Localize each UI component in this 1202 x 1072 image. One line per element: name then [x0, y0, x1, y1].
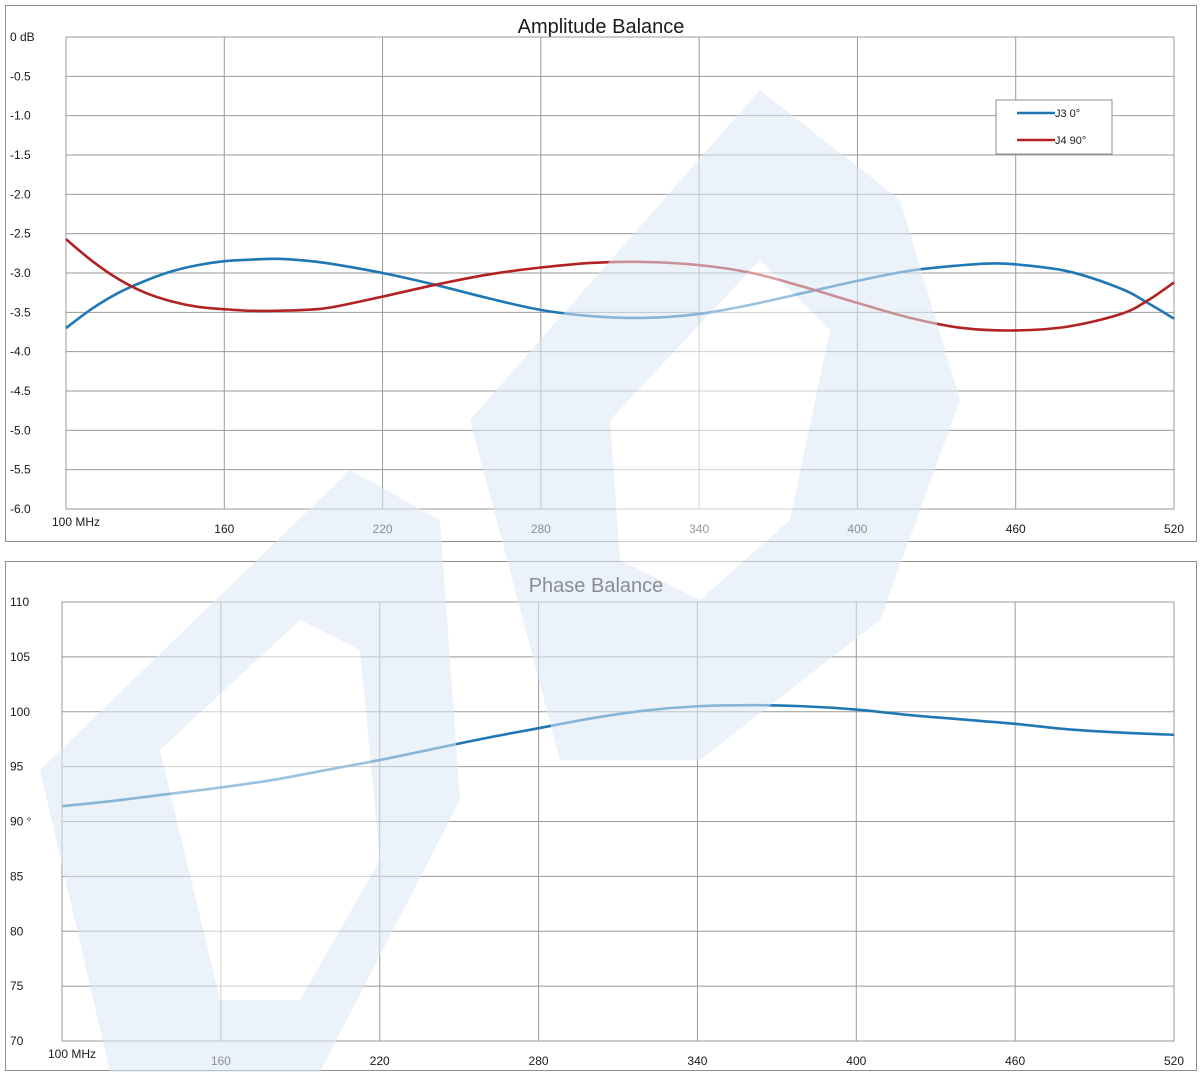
x-tick-label: 400 — [847, 522, 867, 536]
x-tick-label: 100 MHz — [52, 515, 100, 529]
x-tick-label: 400 — [846, 1054, 866, 1068]
legend-label-j4: J4 90° — [1055, 135, 1086, 147]
y-tick-label: -5.0 — [10, 423, 31, 437]
x-tick-label: 520 — [1164, 522, 1184, 536]
y-tick-label: 0 dB — [10, 30, 35, 44]
y-tick-label: 70 — [10, 1034, 24, 1048]
amplitude-balance-panel: Amplitude Balance 0 dB -0.5 -1.0 -1.5 -2.0 -2… — [5, 5, 1197, 542]
x-tick-label: 460 — [1005, 1054, 1025, 1068]
y-tick-label: -4.5 — [10, 384, 31, 398]
x-tick-label: 520 — [1164, 1054, 1184, 1068]
axis-ticks: 110 105 100 95 90 ° 85 80 75 70 100 MHz 160 220 280 3… — [10, 595, 1184, 1068]
amplitude-balance-chart: Amplitude Balance 0 dB -0.5 -1.0 -1.5 -2.0 -2… — [10, 16, 1184, 536]
y-tick-label: -1.5 — [10, 148, 31, 162]
series-line-0 — [65, 257, 1175, 330]
phase-balance-panel: Phase Balance 110 105 100 95 90 ° 85 80 75 70 100… — [5, 561, 1197, 1071]
series-lines — [65, 238, 1175, 332]
phase-balance-chart: Phase Balance 110 105 100 95 90 ° 85 80 75 70 100… — [10, 575, 1184, 1068]
y-tick-label: -6.0 — [10, 502, 31, 516]
y-tick-label: 75 — [10, 979, 24, 993]
x-tick-label: 220 — [370, 1054, 390, 1068]
y-tick-label: -3.5 — [10, 305, 31, 319]
x-tick-label: 280 — [531, 522, 551, 536]
legend: J3 0° J4 90° — [995, 99, 1113, 155]
y-tick-label: 85 — [10, 869, 24, 883]
y-tick-label: 105 — [10, 650, 30, 664]
grid — [61, 601, 1175, 1042]
x-tick-label: 460 — [1006, 522, 1026, 536]
legend-label-j3: J3 0° — [1055, 108, 1080, 120]
series-lines — [61, 703, 1175, 808]
y-tick-label: 95 — [10, 760, 24, 774]
x-tick-label: 160 — [211, 1054, 231, 1068]
y-tick-label: -2.5 — [10, 227, 31, 241]
x-tick-label: 340 — [687, 1054, 707, 1068]
y-tick-label: 100 — [10, 705, 30, 719]
y-tick-label: -1.0 — [10, 109, 31, 123]
x-tick-label: 160 — [214, 522, 234, 536]
x-tick-label: 340 — [689, 522, 709, 536]
y-tick-label: 80 — [10, 924, 24, 938]
y-tick-label: -5.5 — [10, 463, 31, 477]
y-tick-label: 110 — [10, 595, 29, 609]
chart-title: Amplitude Balance — [518, 16, 685, 38]
y-tick-label: -2.0 — [10, 187, 31, 201]
chart-title: Phase Balance — [529, 575, 664, 597]
y-tick-label: -0.5 — [10, 69, 31, 83]
y-tick-label: 90 ° — [10, 815, 32, 829]
x-tick-label: 280 — [529, 1054, 549, 1068]
x-tick-label: 220 — [373, 522, 393, 536]
y-tick-label: -3.0 — [10, 266, 31, 280]
series-line-0 — [61, 703, 1175, 808]
x-tick-label: 100 MHz — [48, 1047, 96, 1061]
legend-box — [995, 99, 1113, 155]
y-tick-label: -4.0 — [10, 345, 31, 359]
